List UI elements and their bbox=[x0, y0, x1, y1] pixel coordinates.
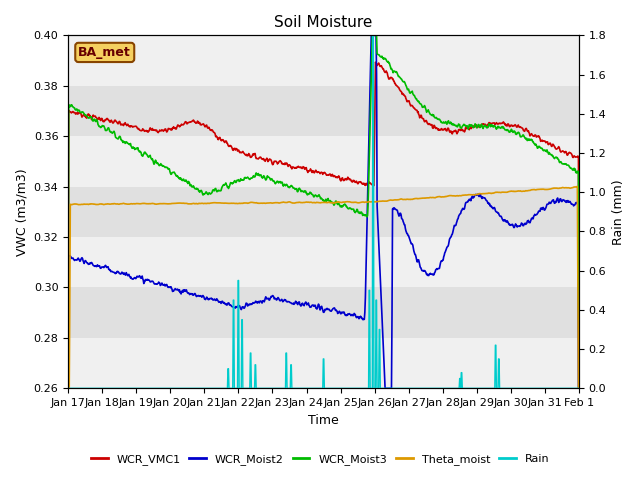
Bar bbox=[68, 36, 579, 86]
Bar bbox=[68, 338, 579, 388]
Title: Soil Moisture: Soil Moisture bbox=[275, 15, 372, 30]
Legend: WCR_VMC1, WCR_Moist2, WCR_Moist3, Theta_moist, Rain: WCR_VMC1, WCR_Moist2, WCR_Moist3, Theta_… bbox=[86, 450, 554, 469]
Bar bbox=[68, 237, 579, 288]
Y-axis label: VWC (m3/m3): VWC (m3/m3) bbox=[15, 168, 28, 256]
Text: BA_met: BA_met bbox=[78, 46, 131, 59]
Y-axis label: Rain (mm): Rain (mm) bbox=[612, 179, 625, 245]
Bar bbox=[68, 136, 579, 187]
X-axis label: Time: Time bbox=[308, 414, 339, 427]
